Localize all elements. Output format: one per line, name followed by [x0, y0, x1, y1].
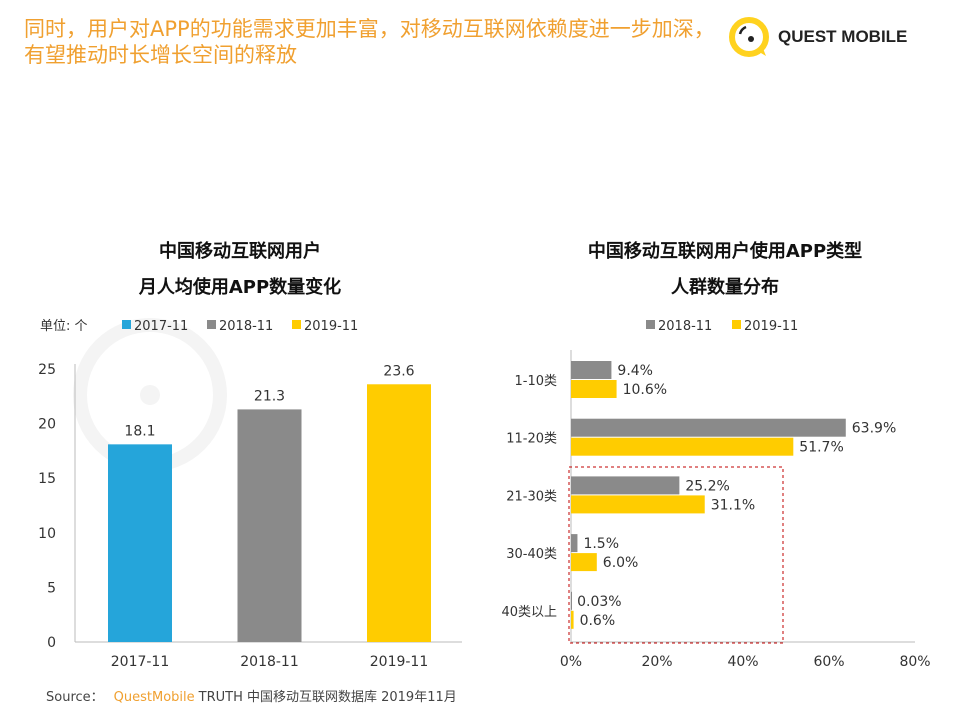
legend-swatch [646, 320, 655, 329]
legend-label: 2018-11 [658, 319, 712, 334]
source-brand: QuestMobile [113, 690, 195, 705]
bar [571, 553, 597, 572]
left-title-line1: 中国移动互联网用户 [159, 241, 321, 262]
questmobile-logo: QUEST MOBILE [726, 14, 907, 60]
legend-label: 2019-11 [304, 319, 358, 334]
bar [571, 380, 617, 398]
data-label: 18.1 [124, 423, 155, 439]
y-tick-label: 0 [47, 635, 56, 651]
y-tick-label: 1-10类 [514, 374, 557, 389]
left-chart-title: 中国移动互联网用户 月人均使用APP数量变化 [90, 234, 390, 306]
bar [237, 409, 302, 642]
bar [571, 591, 572, 610]
legend-swatch [122, 320, 131, 329]
bar [367, 384, 431, 642]
headline: 同时，用户对APP的功能需求更加丰富，对移动互联网依赖度进一步加深，有望推动时长… [24, 17, 715, 67]
data-label: 23.6 [383, 363, 414, 379]
unit-label: 单位: 个 [40, 319, 88, 334]
x-tick-label: 0% [560, 654, 582, 670]
y-tick-label: 20 [38, 417, 56, 433]
y-tick-label: 30-40类 [506, 547, 557, 562]
y-tick-label: 11-20类 [506, 432, 557, 447]
y-tick-label: 40类以上 [501, 605, 557, 620]
data-label: 31.1% [711, 497, 755, 513]
legend-swatch [207, 320, 216, 329]
data-label: 0.6% [580, 613, 616, 629]
right-title-line1: 中国移动互联网用户使用APP类型 [587, 241, 863, 262]
y-tick-label: 15 [38, 471, 56, 487]
bar [571, 476, 680, 495]
x-tick-label: 20% [641, 654, 672, 670]
y-tick-label: 21-30类 [506, 489, 557, 504]
highlight-box [568, 466, 784, 644]
x-tick-label: 60% [813, 654, 844, 670]
y-tick-label: 25 [38, 362, 56, 378]
right-chart-title: 中国移动互联网用户使用APP类型 人群数量分布 [540, 234, 910, 306]
right-title-line2: 人群数量分布 [671, 277, 779, 298]
logo-text: QUEST MOBILE [778, 27, 908, 46]
left-title-line2: 月人均使用APP数量变化 [138, 277, 342, 298]
legend-label: 2017-11 [134, 319, 188, 334]
data-label: 0.03% [577, 594, 621, 610]
x-tick-label: 2019-11 [370, 654, 429, 670]
data-label: 9.4% [617, 363, 653, 379]
bar [571, 610, 574, 629]
bar [571, 534, 578, 553]
y-tick-label: 10 [38, 526, 56, 542]
x-tick-label: 2017-11 [111, 654, 170, 670]
source-label: Source： [46, 690, 104, 705]
legend-swatch [292, 320, 301, 329]
bar [108, 444, 172, 642]
y-tick-label: 5 [47, 580, 56, 596]
data-label: 6.0% [603, 555, 639, 571]
bar [571, 495, 705, 514]
data-label: 1.5% [583, 536, 619, 552]
data-label: 63.9% [852, 421, 896, 437]
watermark-logo [73, 318, 227, 472]
legend-label: 2018-11 [219, 319, 273, 334]
x-tick-label: 2018-11 [240, 654, 299, 670]
data-label: 51.7% [799, 440, 843, 456]
x-tick-label: 80% [899, 654, 930, 670]
data-label: 25.2% [685, 478, 729, 494]
source-text: TRUTH 中国移动互联网数据库 2019年11月 [198, 690, 457, 705]
data-label: 10.6% [623, 382, 667, 398]
legend-label: 2019-11 [744, 319, 798, 334]
logo-icon [729, 17, 769, 57]
legend-swatch [732, 320, 741, 329]
bar [571, 418, 846, 437]
source-note: Source： QuestMobile TRUTH 中国移动互联网数据库 2019年… [46, 686, 457, 705]
data-label: 21.3 [254, 388, 285, 404]
bar [571, 437, 794, 456]
x-tick-label: 40% [727, 654, 758, 670]
bar [571, 361, 612, 379]
